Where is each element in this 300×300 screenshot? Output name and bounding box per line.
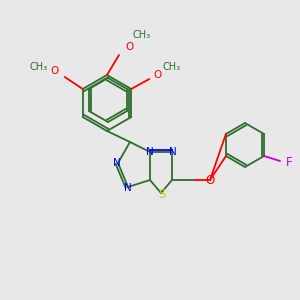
Text: O: O [206, 173, 214, 187]
Text: N: N [124, 183, 132, 193]
Text: CH₃: CH₃ [133, 30, 151, 40]
Text: O: O [153, 70, 161, 80]
Text: CH₃: CH₃ [30, 62, 48, 72]
Text: N: N [113, 158, 121, 168]
Text: S: S [158, 188, 166, 200]
Text: O: O [51, 66, 59, 76]
Text: N: N [146, 147, 154, 157]
Text: F: F [286, 157, 292, 169]
Text: O: O [125, 42, 133, 52]
Text: N: N [169, 147, 177, 157]
Text: CH₃: CH₃ [162, 62, 180, 72]
